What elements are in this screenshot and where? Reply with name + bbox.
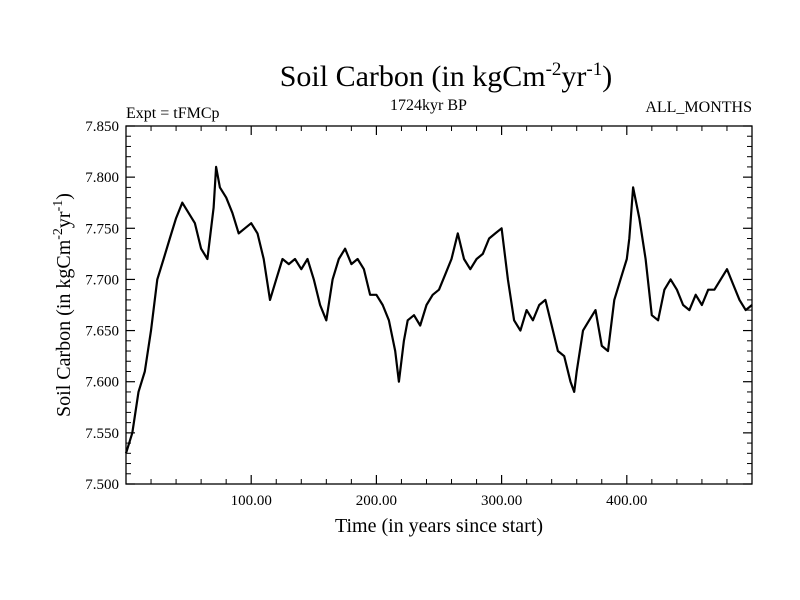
months-label: ALL_MONTHS [645, 99, 752, 116]
experiment-label: Expt = tFMCp [126, 105, 219, 122]
y-tick-label: 7.750 [85, 221, 119, 237]
series-line-0 [124, 165, 753, 454]
plot-frame [125, 125, 753, 485]
x-tick-label: 200.00 [356, 493, 397, 509]
series-line-layer [124, 165, 753, 454]
y-tick-label: 7.800 [85, 170, 119, 186]
y-axis-label: Soil Carbon (in kgCm-2yr-1) [51, 193, 75, 417]
y-tick-label: 7.550 [85, 426, 119, 442]
y-tick-label: 7.700 [85, 272, 119, 288]
x-tick-label: 400.00 [606, 493, 647, 509]
y-tick-label: 7.600 [85, 375, 119, 391]
chart-title: Soil Carbon (in kgCm-2yr-1) [280, 59, 613, 93]
x-axis-label: Time (in years since start) [335, 515, 543, 537]
x-tick-label: 100.00 [231, 493, 272, 509]
axis-ticks: 100.00 200.00 300.00 400.00 7.500 7.550 7.600 7… [85, 119, 752, 509]
y-tick-label: 7.500 [85, 477, 119, 493]
x-tick-label: 300.00 [481, 493, 522, 509]
y-tick-label: 7.650 [85, 324, 119, 340]
y-tick-label: 7.850 [85, 119, 119, 135]
period-label: 1724kyr BP [390, 97, 467, 114]
